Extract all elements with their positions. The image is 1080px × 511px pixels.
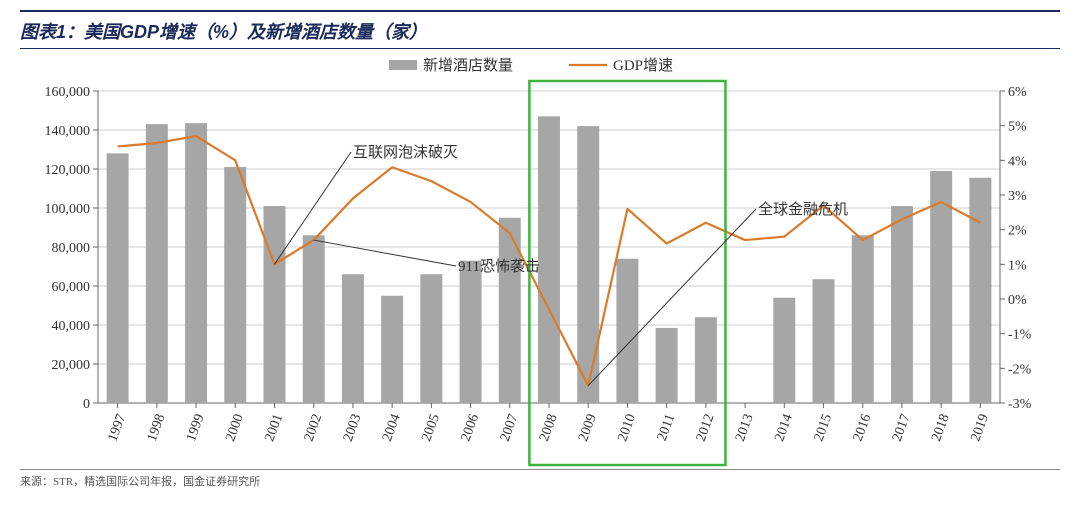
bar [577, 126, 599, 403]
bar [852, 235, 874, 403]
x-tick-label: 2018 [929, 412, 953, 443]
bar [538, 116, 560, 403]
x-tick-label: 2000 [223, 412, 247, 443]
bar [616, 259, 638, 403]
left-tick-label: 0 [83, 397, 90, 412]
bar [146, 124, 168, 403]
x-tick-label: 2006 [459, 412, 483, 443]
left-tick-label: 40,000 [52, 319, 91, 334]
x-tick-label: 2019 [968, 412, 992, 443]
bar [499, 218, 521, 403]
x-tick-label: 2012 [694, 412, 718, 443]
x-tick-label: 2016 [851, 412, 875, 443]
x-tick-label: 1998 [145, 412, 169, 443]
right-tick-label: 0% [1008, 293, 1027, 308]
x-tick-label: 2001 [262, 412, 286, 443]
bar [303, 235, 325, 403]
chart-area: 新增酒店数量 GDP增速 0 20,000 40,000 60,000 80,000 100,… [20, 49, 1060, 469]
x-tick-label: 2014 [772, 412, 796, 443]
bar [185, 123, 207, 403]
right-tick-label: -3% [1008, 397, 1032, 412]
bar [773, 298, 795, 403]
bar [420, 274, 442, 403]
annotation-gfc: 全球金融危机 [758, 200, 848, 218]
bar [224, 167, 246, 403]
right-tick-label: -2% [1008, 362, 1032, 377]
x-tick-label: 2013 [733, 412, 757, 443]
bar [381, 296, 403, 403]
right-tick-label: 2% [1008, 224, 1027, 239]
left-tick-label: 160,000 [45, 85, 91, 100]
chart-title: 图表1：美国GDP增速（%）及新增酒店数量（家） [20, 10, 1060, 49]
legend-line-label: GDP增速 [613, 57, 673, 74]
x-tick-label: 2005 [419, 412, 443, 443]
bar [813, 279, 835, 403]
bar [107, 153, 129, 403]
x-tick-label: 2008 [537, 412, 561, 443]
x-tick-label: 2007 [498, 412, 522, 443]
bar [891, 206, 913, 403]
x-tick-label: 2009 [576, 412, 600, 443]
bar [695, 317, 717, 403]
bar [969, 178, 991, 403]
x-tick-label: 1997 [106, 412, 130, 443]
right-tick-label: 3% [1008, 189, 1027, 204]
left-tick-label: 100,000 [45, 202, 91, 217]
right-tick-label: 1% [1008, 258, 1027, 273]
x-tick-label: 1999 [184, 412, 208, 443]
left-tick-label: 80,000 [52, 241, 91, 256]
bar [342, 274, 364, 403]
x-tick-label: 2017 [890, 412, 914, 443]
chart-source: 来源：STR，精选国际公司年报，国金证券研究所 [20, 469, 1060, 489]
bar [656, 328, 678, 403]
left-tick-label: 120,000 [45, 163, 91, 178]
combo-chart: 新增酒店数量 GDP增速 0 20,000 40,000 60,000 80,000 100,… [20, 49, 1060, 469]
bar [263, 206, 285, 403]
annotation-nine11: 911恐怖袭击 [458, 258, 540, 275]
annotation-dotcom: 互联网泡沫破灭 [353, 144, 458, 161]
left-tick-label: 140,000 [45, 124, 91, 139]
x-tick-label: 2003 [341, 412, 365, 443]
bar [460, 261, 482, 403]
x-tick-label: 2015 [812, 412, 836, 443]
x-tick-label: 2004 [380, 412, 404, 443]
right-tick-label: 4% [1008, 154, 1027, 169]
left-tick-label: 20,000 [52, 358, 91, 373]
x-tick-label: 2010 [615, 412, 639, 443]
x-tick-label: 2002 [302, 412, 326, 443]
x-tick-label: 2011 [655, 412, 678, 443]
left-tick-label: 60,000 [52, 280, 91, 295]
legend-bars-label: 新增酒店数量 [423, 57, 513, 74]
legend-bars-swatch [389, 60, 417, 70]
annotation-line [314, 240, 456, 266]
right-tick-label: 6% [1008, 85, 1027, 100]
right-tick-label: -1% [1008, 328, 1032, 343]
right-tick-label: 5% [1008, 120, 1027, 135]
legend: 新增酒店数量 GDP增速 [389, 57, 673, 74]
